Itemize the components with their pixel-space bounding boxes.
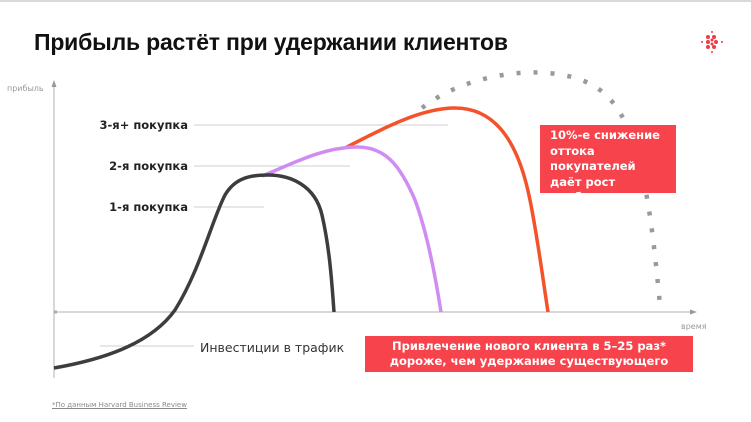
slide-title: Прибыль растёт при удержании клиентов: [34, 29, 508, 55]
callout-churn-line3: даёт рост прибыли: [550, 174, 616, 205]
callout-churn: 10%-е снижение оттока покупателей даёт р…: [540, 125, 676, 220]
callout-churn-line2: оттока покупателей: [550, 143, 636, 174]
callout-churn-line4: до 75%*: [550, 205, 605, 220]
callout-acquisition-line2: дороже, чем удержание существующего: [389, 354, 669, 368]
label-third-purchase: 3-я+ покупка: [99, 118, 188, 132]
y-axis-label: прибыль: [7, 84, 44, 93]
logo-icon: [701, 31, 723, 53]
callout-acquisition: Привлечение нового клиента в 5–25 раз* д…: [365, 336, 693, 372]
label-second-purchase: 2-я покупка: [109, 159, 188, 173]
footnote-source: *По данным Harvard Business Review: [52, 401, 187, 409]
label-investment: Инвестиции в трафик: [200, 340, 345, 355]
callout-churn-line1: 10%-е снижение: [550, 128, 660, 142]
y-axis-arrow-icon: [51, 80, 57, 87]
curve-second-purchase: [261, 145, 443, 313]
x-axis-arrow-icon: [690, 309, 697, 315]
x-axis-label: время: [681, 322, 707, 331]
curve-third-purchase: [344, 106, 550, 313]
curve-first-purchase: [53, 173, 336, 370]
dotted-potential-curve: [420, 70, 663, 306]
callout-acquisition-line1: Привлечение нового клиента в 5–25 раз*: [391, 339, 667, 353]
top-border: [0, 0, 751, 2]
label-first-purchase: 1-я покупка: [109, 200, 188, 214]
